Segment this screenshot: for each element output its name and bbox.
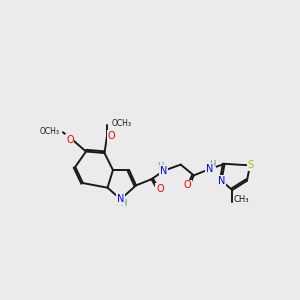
- Text: OCH₃: OCH₃: [40, 127, 60, 136]
- Text: N: N: [206, 164, 213, 174]
- Text: S: S: [248, 160, 254, 170]
- Text: N: N: [117, 194, 124, 204]
- Text: OCH₃: OCH₃: [111, 119, 131, 128]
- Text: N: N: [218, 176, 225, 186]
- Text: CH₃: CH₃: [234, 195, 249, 204]
- Text: H: H: [209, 160, 215, 169]
- Text: N: N: [160, 166, 167, 176]
- Text: O: O: [66, 135, 74, 145]
- Text: H: H: [158, 162, 164, 171]
- Text: O: O: [108, 131, 115, 141]
- Text: O: O: [184, 180, 191, 190]
- Text: O: O: [156, 184, 164, 194]
- Text: H: H: [121, 200, 127, 208]
